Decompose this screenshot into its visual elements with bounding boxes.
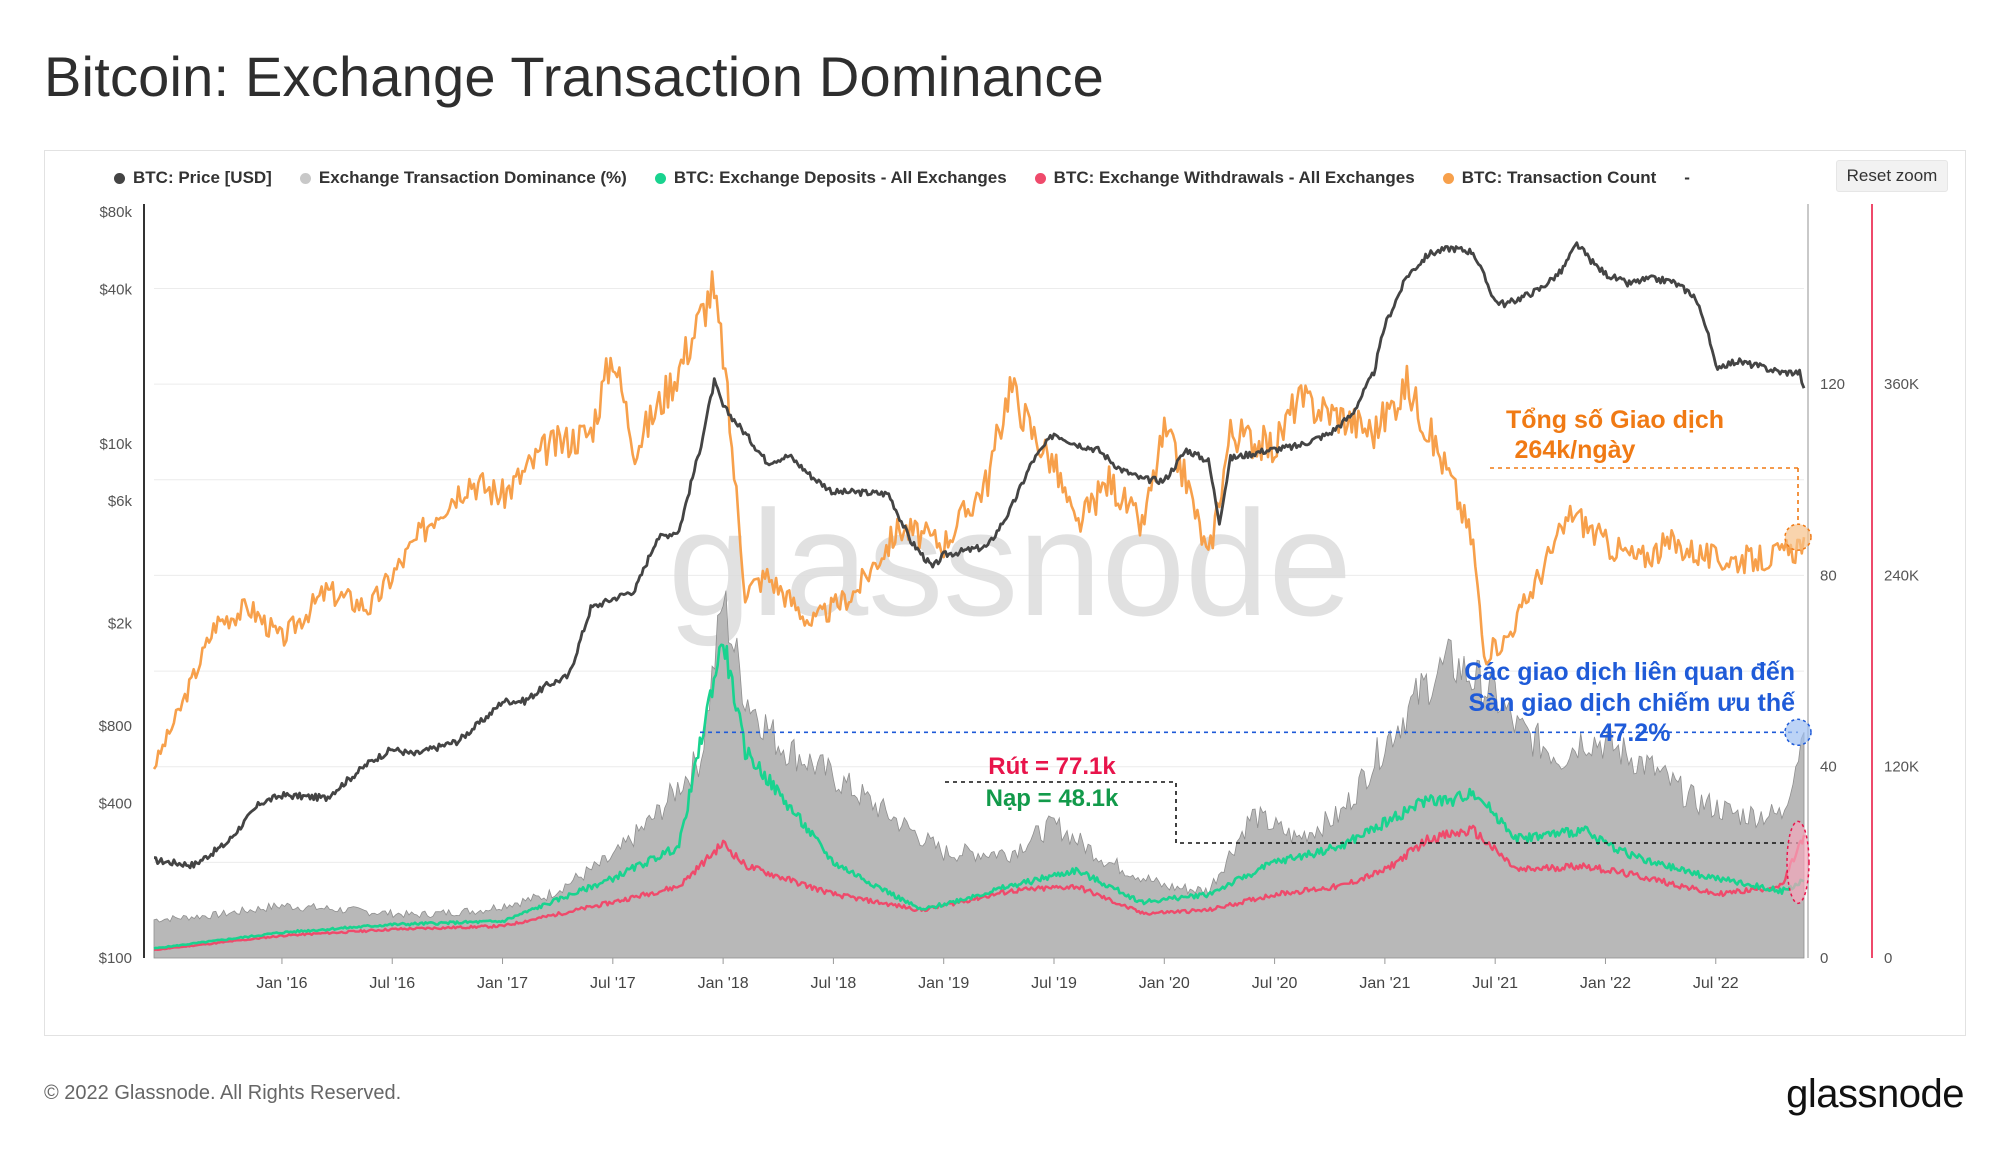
price-tick-label: $40k	[99, 281, 132, 298]
annotation-txcount-line2: 264k/ngày	[1515, 436, 1636, 464]
legend-item-price[interactable]: BTC: Price [USD]	[114, 168, 272, 188]
txcount-tick-label: 0	[1884, 950, 1892, 967]
annotation-withdrawals: Rút = 77.1k	[988, 753, 1116, 780]
dominance-tick-label: 120	[1820, 376, 1845, 393]
axes	[143, 204, 1873, 958]
x-tick-label: Jan '16	[256, 975, 307, 992]
x-tick-label: Jul '16	[369, 975, 415, 992]
reset-zoom-button[interactable]: Reset zoom	[1836, 160, 1948, 192]
x-tick-label: Jul '19	[1031, 975, 1077, 992]
flow-dashed-bracket	[945, 781, 1798, 844]
price-tick-label: $80k	[99, 204, 132, 221]
annotation-dominance-line1: Các giao dịch liên quan đến	[1464, 658, 1795, 686]
legend-item-withdrawals[interactable]: BTC: Exchange Withdrawals - All Exchange…	[1034, 168, 1415, 188]
price-tick-label: $100	[99, 950, 132, 967]
txcount-highlight-circle	[1784, 523, 1812, 551]
flow-highlight-ellipse	[1786, 820, 1810, 905]
dominance-axis-ticks: 120 80 40 0	[1820, 376, 1845, 967]
series-lines	[152, 241, 1806, 952]
x-axis-ticks: Jan '16 Jul '16 Jan '17 Jul '17 Jan '18 Jul '…	[256, 958, 1739, 992]
price-tick-label: $400	[99, 795, 132, 812]
x-tick-label: Jul '22	[1693, 975, 1739, 992]
legend-label: Exchange Transaction Dominance (%)	[318, 168, 627, 187]
legend-label: BTC: Transaction Count	[1461, 168, 1657, 187]
legend-item-deposits[interactable]: BTC: Exchange Deposits - All Exchanges	[654, 168, 1007, 188]
x-tick-label: Jul '18	[811, 975, 857, 992]
tx-count-line	[152, 270, 1806, 770]
x-tick-label: Jan '18	[698, 975, 749, 992]
footer-copyright: © 2022 Glassnode. All Rights Reserved.	[44, 1082, 402, 1104]
dominance-tick-label: 40	[1820, 759, 1837, 776]
legend-item-dash[interactable]: -	[1684, 168, 1690, 188]
footer-logo: glassnode	[1786, 1072, 1964, 1116]
legend-dot-icon	[299, 172, 311, 184]
legend-label: BTC: Exchange Withdrawals - All Exchange…	[1053, 168, 1415, 187]
annotation-shapes	[700, 467, 1812, 905]
price-tick-label: $800	[99, 718, 132, 735]
price-tick-label: $6k	[108, 493, 133, 510]
price-axis-ticks: $80k $40k $10k $6k $2k $800 $400 $100	[99, 204, 133, 967]
legend-label: BTC: Price [USD]	[133, 168, 272, 187]
legend-dot-icon	[1034, 172, 1046, 184]
price-line	[154, 241, 1806, 870]
legend-dot-icon	[1442, 172, 1454, 184]
watermark-logo: glassnode	[668, 479, 1352, 647]
legend-dot-icon	[654, 172, 666, 184]
price-tick-label: $2k	[108, 616, 133, 633]
legend-label: -	[1684, 168, 1690, 187]
deposits-line	[153, 643, 1805, 950]
x-tick-label: Jan '20	[1139, 975, 1190, 992]
annotation-deposits: Nạp = 48.1k	[986, 785, 1119, 812]
annotation-dominance-line3: 47.2%	[1600, 719, 1671, 747]
txcount-axis-ticks: 360K 240K 120K 0	[1884, 376, 1919, 967]
x-tick-label: Jan '22	[1580, 975, 1631, 992]
x-tick-label: Jan '17	[477, 975, 528, 992]
txcount-tick-label: 120K	[1884, 759, 1919, 776]
dominance-tick-label: 80	[1820, 567, 1837, 584]
legend-item-dominance[interactable]: Exchange Transaction Dominance (%)	[299, 168, 627, 188]
x-tick-label: Jul '21	[1472, 975, 1518, 992]
x-tick-label: Jan '19	[918, 975, 969, 992]
dominance-tick-label: 0	[1820, 950, 1828, 967]
annotation-dominance-line2: Sàn giao dịch chiếm ưu thế	[1469, 689, 1796, 717]
txcount-tick-label: 240K	[1884, 567, 1919, 584]
dominance-highlight-circle	[1784, 718, 1812, 747]
legend-dot-icon	[114, 172, 125, 184]
annotation-txcount-line1: Tổng số Giao dịch	[1506, 406, 1724, 434]
txcount-tick-label: 360K	[1884, 376, 1919, 393]
page-title: Bitcoin: Exchange Transaction Dominance	[44, 45, 1104, 108]
legend-item-tx-count[interactable]: BTC: Transaction Count	[1442, 168, 1657, 188]
x-tick-label: Jan '21	[1359, 975, 1410, 992]
legend-label: BTC: Exchange Deposits - All Exchanges	[673, 168, 1007, 187]
chart-legend: BTC: Price [USD] Exchange Transaction Do…	[114, 166, 1718, 190]
price-tick-label: $10k	[99, 436, 132, 453]
withdrawals-line	[153, 824, 1806, 952]
x-tick-label: Jul '20	[1252, 975, 1298, 992]
x-tick-label: Jul '17	[590, 975, 636, 992]
